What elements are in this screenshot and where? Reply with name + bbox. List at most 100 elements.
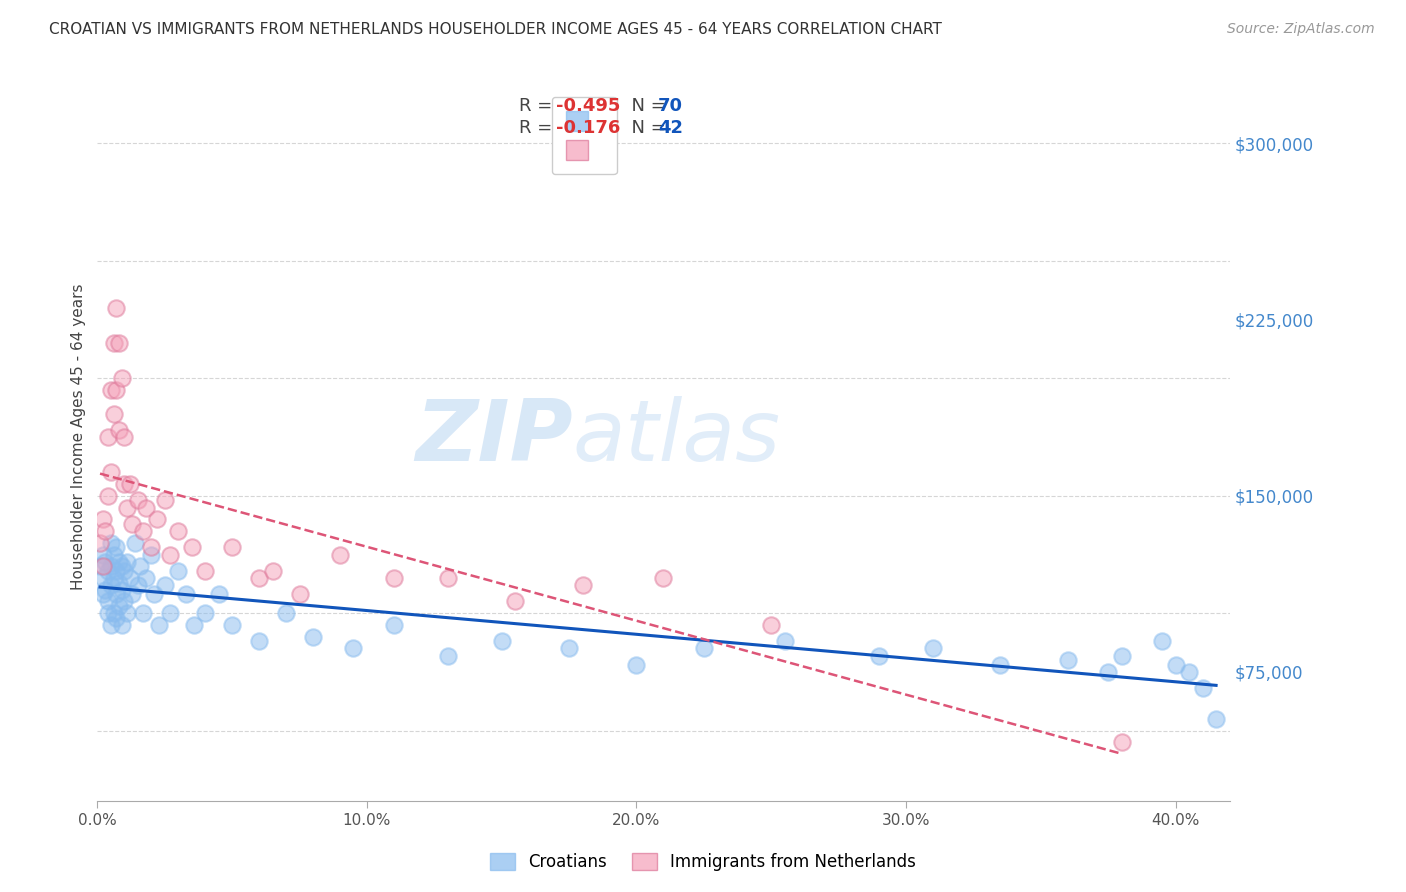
Point [382,618,405,632]
Point [274,606,297,620]
Point [91,559,114,574]
Point [503,594,526,608]
Text: N =: N = [620,119,672,136]
Point [159,548,181,562]
Point [1111,735,1133,749]
Point [94,582,117,597]
Point [183,618,205,632]
Y-axis label: Householder Income Ages 45 - 64 years: Householder Income Ages 45 - 64 years [72,284,86,591]
Point [1056,653,1078,667]
Point [105,301,128,315]
Point [153,578,176,592]
Point [153,493,176,508]
Point [108,575,131,590]
Point [221,618,243,632]
Point [91,512,114,526]
Text: 70: 70 [658,96,683,115]
Point [94,524,117,538]
Point [194,606,217,620]
Point [100,578,122,592]
Point [1097,665,1119,679]
Point [693,641,716,656]
Point [208,587,231,601]
Point [110,618,132,632]
Point [105,611,128,625]
Text: R =: R = [519,96,558,115]
Point [115,500,138,515]
Point [1191,681,1213,696]
Point [91,548,114,562]
Point [558,641,581,656]
Point [108,555,131,569]
Point [94,555,117,569]
Point [105,587,128,601]
Point [100,559,122,574]
Point [436,648,458,663]
Text: Source: ZipAtlas.com: Source: ZipAtlas.com [1227,22,1375,37]
Point [103,571,125,585]
Point [108,336,131,351]
Point [91,571,114,585]
Point [247,571,270,585]
Point [108,599,131,614]
Point [167,524,190,538]
Point [103,407,125,421]
Point [135,571,157,585]
Point [1111,648,1133,663]
Point [112,594,135,608]
Point [97,564,120,578]
Point [115,555,138,569]
Point [97,430,120,444]
Point [132,524,155,538]
Point [129,559,152,574]
Point [100,618,122,632]
Point [159,606,181,620]
Point [1152,634,1174,648]
Point [110,371,132,385]
Point [302,630,325,644]
Point [115,606,138,620]
Point [221,541,243,555]
Point [97,606,120,620]
Text: R =: R = [519,119,558,136]
Point [132,606,155,620]
Text: N =: N = [620,96,672,115]
Point [91,587,114,601]
Point [103,606,125,620]
Point [103,548,125,562]
Point [247,634,270,648]
Point [89,535,111,549]
Point [100,535,122,549]
Point [342,641,364,656]
Point [105,564,128,578]
Text: ZIP: ZIP [415,395,572,478]
Point [97,489,120,503]
Point [121,587,143,601]
Point [110,559,132,574]
Text: CROATIAN VS IMMIGRANTS FROM NETHERLANDS HOUSEHOLDER INCOME AGES 45 - 64 YEARS CO: CROATIAN VS IMMIGRANTS FROM NETHERLANDS … [49,22,942,37]
Point [167,564,190,578]
Point [124,535,146,549]
Point [135,500,157,515]
Point [127,493,149,508]
Text: -0.495: -0.495 [555,96,620,115]
Point [105,541,128,555]
Point [110,582,132,597]
Point [868,648,890,663]
Point [652,571,675,585]
Point [148,618,170,632]
Text: atlas: atlas [572,395,780,478]
Point [127,578,149,592]
Point [89,559,111,574]
Point [100,465,122,479]
Point [329,548,352,562]
Point [97,594,120,608]
Legend: , : , [551,96,617,174]
Point [141,541,163,555]
Point [1205,712,1227,726]
Point [626,657,648,672]
Point [382,571,405,585]
Point [118,571,141,585]
Text: -0.176: -0.176 [555,119,620,136]
Point [1178,665,1201,679]
